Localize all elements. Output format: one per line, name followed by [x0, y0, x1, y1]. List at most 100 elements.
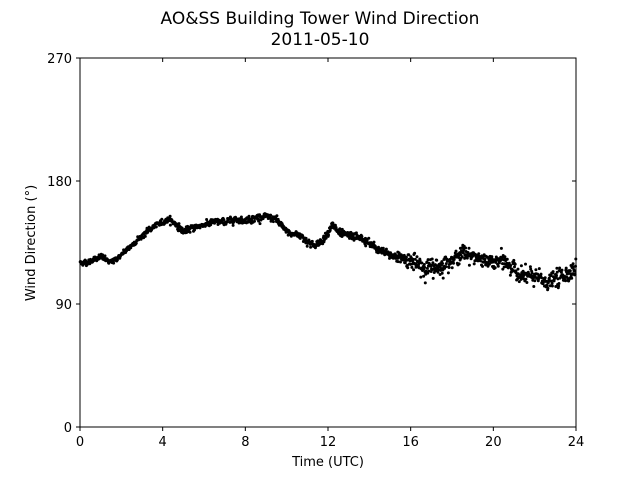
- data-point: [519, 264, 523, 268]
- data-point: [412, 268, 416, 272]
- y-tick-label: 0: [64, 421, 72, 436]
- data-point: [334, 226, 338, 229]
- data-point: [364, 244, 368, 248]
- data-point: [478, 259, 482, 263]
- data-point: [465, 256, 469, 260]
- data-point: [525, 281, 529, 284]
- data-point: [517, 280, 521, 284]
- data-point: [112, 261, 116, 265]
- data-point: [564, 266, 568, 270]
- data-point: [532, 285, 536, 288]
- chart-title: AO&SS Building Tower Wind Direction: [161, 9, 480, 29]
- data-point: [533, 279, 537, 283]
- data-point: [275, 214, 279, 218]
- data-point: [231, 223, 235, 227]
- data-point: [524, 262, 527, 266]
- data-point: [546, 286, 550, 290]
- data-point: [447, 266, 451, 269]
- data-point: [407, 253, 411, 257]
- data-point: [436, 270, 440, 274]
- data-point: [384, 247, 388, 251]
- data-point: [454, 249, 458, 253]
- data-point: [338, 227, 342, 231]
- data-point: [539, 272, 543, 276]
- x-tick-label: 8: [241, 435, 249, 450]
- data-point: [460, 255, 464, 259]
- data-point: [450, 266, 454, 270]
- data-point: [247, 214, 251, 218]
- data-point: [198, 226, 202, 230]
- data-point: [555, 266, 559, 270]
- data-point: [557, 284, 561, 288]
- data-point: [222, 218, 226, 222]
- data-point: [550, 284, 554, 288]
- data-point: [571, 262, 575, 266]
- data-point: [457, 262, 461, 266]
- data-point: [372, 240, 376, 244]
- data-point: [537, 277, 541, 281]
- data-point: [399, 260, 402, 264]
- data-point: [555, 273, 558, 277]
- data-point: [440, 271, 444, 275]
- data-point: [269, 213, 273, 217]
- data-points: [78, 212, 578, 292]
- x-tick-label: 16: [402, 435, 419, 450]
- data-point: [134, 241, 138, 245]
- data-point: [557, 282, 561, 285]
- x-axis-ticks: 0 4 8 12 16 20 24: [76, 58, 584, 450]
- data-point: [449, 261, 453, 265]
- data-point: [505, 257, 509, 261]
- data-point: [555, 270, 559, 274]
- data-point: [499, 246, 503, 250]
- data-point: [507, 261, 511, 265]
- data-point: [422, 263, 426, 266]
- data-point: [327, 233, 330, 237]
- data-point: [494, 260, 498, 264]
- data-point: [271, 220, 275, 224]
- y-tick-label: 180: [47, 175, 72, 190]
- data-point: [408, 259, 412, 263]
- data-point: [193, 228, 196, 232]
- data-point: [205, 218, 209, 221]
- data-point: [413, 251, 417, 255]
- data-point: [508, 273, 512, 277]
- data-point: [554, 285, 558, 288]
- data-point: [512, 258, 516, 262]
- data-point: [329, 226, 333, 230]
- data-point: [406, 266, 410, 270]
- data-point: [513, 262, 517, 266]
- data-point: [404, 255, 408, 259]
- y-tick-label: 270: [47, 52, 72, 67]
- y-axis-label: Wind Direction (°): [24, 185, 39, 301]
- data-point: [502, 265, 506, 269]
- data-point: [168, 223, 172, 227]
- data-point: [441, 276, 445, 280]
- data-point: [444, 265, 448, 269]
- data-point: [539, 276, 543, 280]
- x-axis-label: Time (UTC): [291, 455, 364, 470]
- data-point: [483, 257, 487, 261]
- data-point: [446, 271, 450, 275]
- data-point: [513, 265, 516, 269]
- data-point: [496, 264, 500, 268]
- x-tick-label: 4: [159, 435, 167, 450]
- data-point: [558, 266, 562, 270]
- data-point: [420, 261, 424, 265]
- data-point: [413, 257, 417, 261]
- data-point: [530, 271, 534, 275]
- data-point: [559, 270, 563, 274]
- data-point: [324, 236, 328, 240]
- data-point: [444, 262, 448, 266]
- data-point: [360, 235, 364, 238]
- data-point: [103, 254, 107, 258]
- x-tick-label: 12: [320, 435, 337, 450]
- data-point: [570, 276, 574, 280]
- data-point: [422, 274, 426, 278]
- data-point: [423, 265, 427, 269]
- data-point: [549, 274, 553, 277]
- data-point: [427, 269, 431, 273]
- data-point: [481, 264, 484, 268]
- data-point: [258, 222, 262, 226]
- y-axis-ticks: 0 90 180 270: [47, 52, 576, 436]
